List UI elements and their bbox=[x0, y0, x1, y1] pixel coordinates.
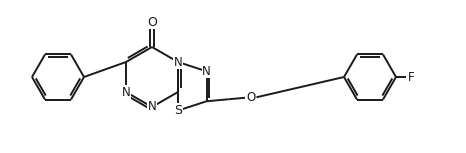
Text: N: N bbox=[148, 101, 157, 114]
Text: N: N bbox=[122, 86, 130, 99]
Text: O: O bbox=[246, 91, 255, 104]
Text: F: F bbox=[408, 71, 414, 84]
Text: N: N bbox=[174, 56, 182, 69]
Text: O: O bbox=[147, 15, 157, 28]
Text: N: N bbox=[202, 65, 211, 78]
Text: S: S bbox=[174, 104, 182, 117]
